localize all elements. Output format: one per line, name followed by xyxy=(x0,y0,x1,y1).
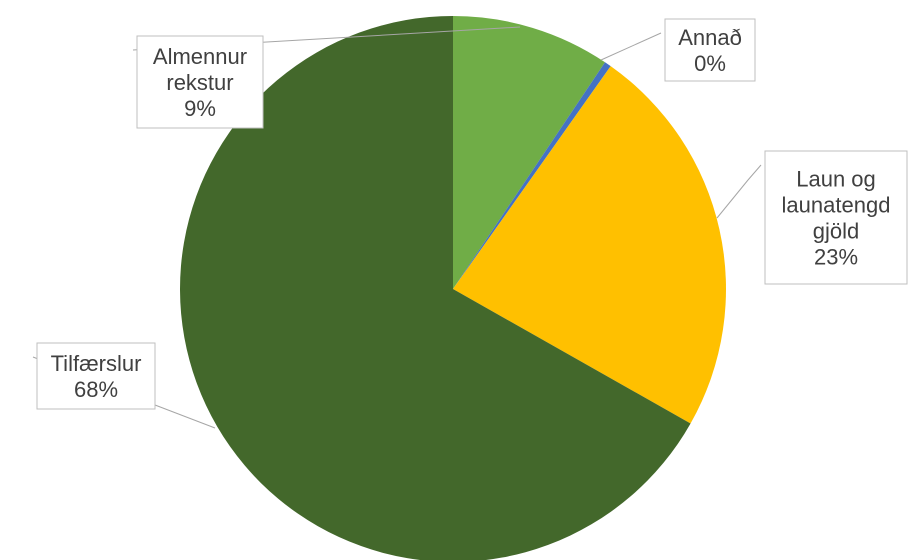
label-box xyxy=(36,342,156,410)
slice-name-label: gjöld xyxy=(813,219,859,244)
slice-percent-label: 68% xyxy=(74,377,118,402)
slice-percent-label: 9% xyxy=(184,96,216,121)
pie-slice-tilf-rslur xyxy=(180,16,691,560)
leader-line xyxy=(600,32,662,61)
slice-name-label: rekstur xyxy=(166,70,233,95)
pie-slice-almennur-rekstur xyxy=(453,16,606,289)
pie-slice-laun-og-launatengd-gj-ld xyxy=(453,66,727,424)
slice-name-label: Almennur xyxy=(153,44,247,69)
label-box xyxy=(136,35,264,129)
label-box xyxy=(764,150,908,285)
pie-slice-anna- xyxy=(453,62,611,290)
leader-line xyxy=(716,164,762,219)
slice-percent-label: 23% xyxy=(814,245,858,270)
label-box xyxy=(664,18,756,82)
slice-name-label: launatengd xyxy=(782,193,891,218)
slice-name-label: Annað xyxy=(678,25,742,50)
slice-name-label: Tilfærslur xyxy=(51,351,142,376)
pie-slices xyxy=(180,16,727,560)
slice-name-label: Laun og xyxy=(796,167,876,192)
slice-percent-label: 0% xyxy=(694,51,726,76)
